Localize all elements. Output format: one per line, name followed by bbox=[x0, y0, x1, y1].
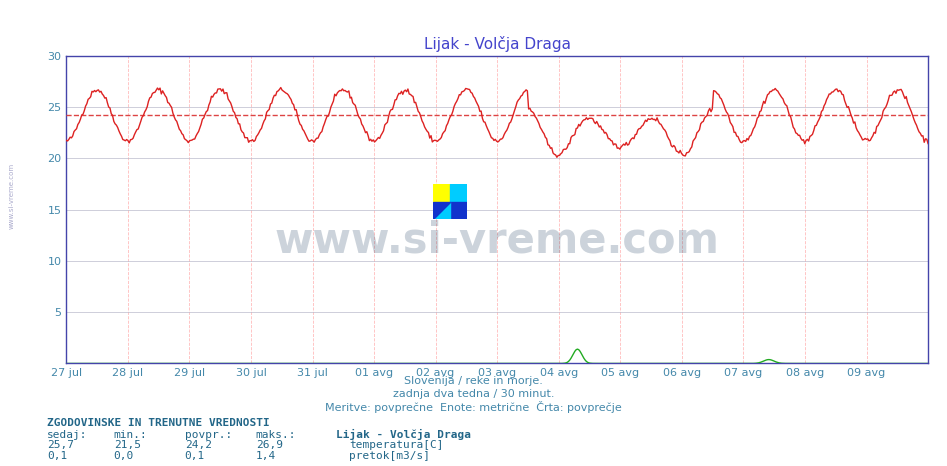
Polygon shape bbox=[433, 201, 450, 219]
Text: sedaj:: sedaj: bbox=[47, 430, 88, 440]
Bar bbox=[450, 201, 467, 219]
Text: zadnja dva tedna / 30 minut.: zadnja dva tedna / 30 minut. bbox=[393, 389, 554, 399]
Text: temperatura[C]: temperatura[C] bbox=[349, 440, 444, 450]
Text: ZGODOVINSKE IN TRENUTNE VREDNOSTI: ZGODOVINSKE IN TRENUTNE VREDNOSTI bbox=[47, 418, 270, 428]
Title: Lijak - Volčja Draga: Lijak - Volčja Draga bbox=[423, 36, 571, 52]
Text: maks.:: maks.: bbox=[256, 430, 296, 440]
Bar bbox=[450, 184, 467, 201]
Text: 24,2: 24,2 bbox=[185, 440, 212, 450]
Text: Lijak - Volčja Draga: Lijak - Volčja Draga bbox=[336, 429, 472, 440]
Polygon shape bbox=[433, 201, 450, 219]
Text: Slovenija / reke in morje.: Slovenija / reke in morje. bbox=[404, 377, 543, 386]
Text: 1,4: 1,4 bbox=[256, 451, 276, 461]
Text: 26,9: 26,9 bbox=[256, 440, 283, 450]
Text: Meritve: povprečne  Enote: metrične  Črta: povprečje: Meritve: povprečne Enote: metrične Črta:… bbox=[325, 401, 622, 413]
Text: povpr.:: povpr.: bbox=[185, 430, 232, 440]
Text: min.:: min.: bbox=[114, 430, 148, 440]
Text: 21,5: 21,5 bbox=[114, 440, 141, 450]
Text: 0,1: 0,1 bbox=[185, 451, 205, 461]
Text: 0,0: 0,0 bbox=[114, 451, 134, 461]
Text: 25,7: 25,7 bbox=[47, 440, 75, 450]
Text: www.si-vreme.com: www.si-vreme.com bbox=[9, 163, 14, 229]
Text: www.si-vreme.com: www.si-vreme.com bbox=[275, 219, 720, 261]
Text: 0,1: 0,1 bbox=[47, 451, 67, 461]
Text: pretok[m3/s]: pretok[m3/s] bbox=[349, 451, 431, 461]
Bar bbox=[433, 184, 450, 201]
